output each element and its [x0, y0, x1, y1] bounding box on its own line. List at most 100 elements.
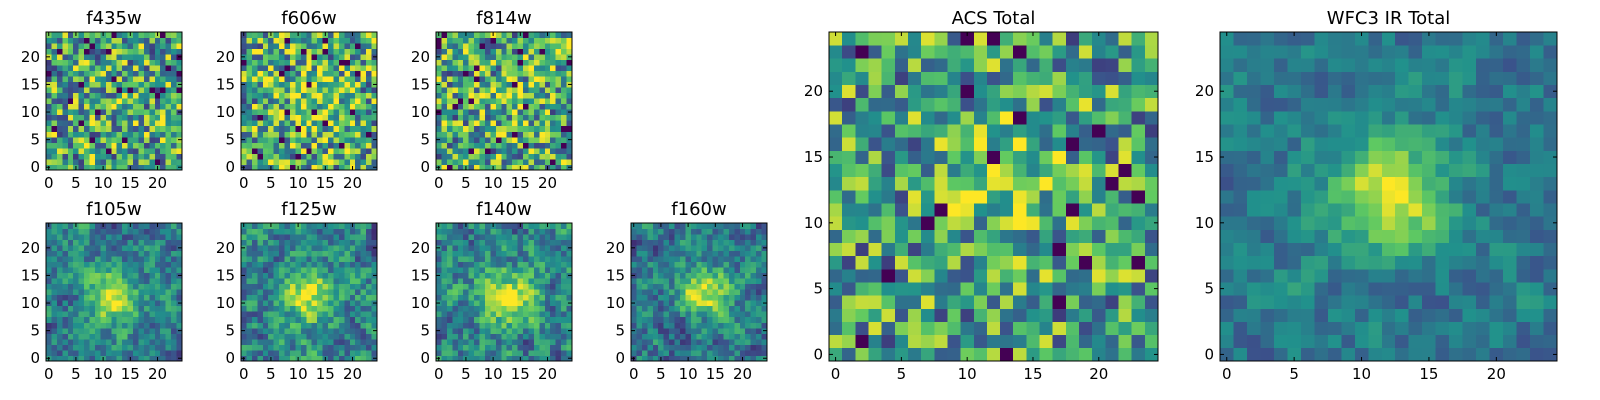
heatmap-cell	[246, 272, 253, 279]
heatmap-cell	[512, 261, 518, 268]
heatmap-cell	[436, 37, 442, 44]
heatmap-cell	[728, 283, 735, 290]
heatmap-cell	[105, 81, 112, 88]
heatmap-cell	[986, 176, 1001, 191]
heatmap-cell	[67, 305, 74, 312]
heatmap-cell	[284, 98, 291, 105]
heatmap-cell	[251, 256, 258, 263]
heatmap-cell	[67, 245, 74, 251]
heatmap-cell	[1026, 308, 1040, 322]
heatmap-cell	[160, 289, 167, 296]
heatmap-cell	[723, 300, 730, 307]
heatmap-cell	[268, 43, 275, 49]
heatmap-cell	[89, 76, 96, 83]
heatmap-cell	[100, 87, 107, 94]
heatmap-cell	[133, 142, 139, 149]
heatmap-cell	[855, 295, 869, 309]
heatmap-cell	[46, 76, 52, 83]
heatmap-cell	[46, 322, 52, 329]
heatmap-cell	[446, 349, 453, 356]
heatmap-cell	[279, 261, 285, 268]
heatmap-cell	[328, 223, 334, 229]
heatmap-cell	[512, 278, 518, 285]
heatmap-cell	[284, 142, 291, 149]
heatmap-cell	[149, 142, 156, 149]
heatmap-cell	[452, 349, 459, 356]
heatmap-cell	[295, 278, 302, 285]
heatmap-cell	[528, 239, 535, 246]
heatmap-cell	[94, 294, 101, 301]
heatmap-cell	[62, 70, 69, 77]
heatmap-cell	[366, 322, 372, 329]
heatmap-cell	[707, 344, 713, 351]
heatmap-cell	[463, 300, 470, 307]
heatmap-cell	[273, 32, 280, 38]
heatmap-cell	[360, 228, 367, 235]
heatmap-cell	[550, 147, 557, 154]
heatmap-cell	[436, 333, 442, 340]
heatmap-cell	[262, 37, 269, 44]
heatmap-cell	[550, 70, 557, 77]
heatmap-cell	[328, 300, 334, 307]
heatmap-cell	[268, 59, 275, 66]
heatmap-cell	[829, 347, 843, 362]
heatmap-cell	[1000, 176, 1014, 191]
heatmap-cell	[284, 239, 291, 246]
heatmap-cell	[479, 81, 486, 88]
heatmap-cell	[690, 261, 697, 268]
heatmap-cell	[947, 216, 961, 230]
heatmap-cell	[685, 234, 692, 240]
heatmap-cell	[84, 70, 90, 77]
heatmap-cell	[868, 321, 883, 336]
heatmap-cell	[761, 338, 768, 345]
heatmap-cell	[46, 267, 52, 274]
heatmap-cell	[1092, 268, 1106, 283]
heatmap-cell	[533, 32, 540, 38]
heatmap-cell	[566, 48, 573, 55]
heatmap-cell	[133, 316, 139, 323]
heatmap-cell	[78, 70, 85, 77]
heatmap-cell	[143, 131, 150, 138]
heatmap-cell	[122, 43, 128, 49]
heatmap-cell	[355, 65, 362, 72]
heatmap-cell	[355, 316, 362, 323]
heatmap-cell	[641, 245, 648, 251]
heatmap-cell	[528, 234, 535, 240]
heatmap-cell	[436, 278, 442, 285]
heatmap-cell	[550, 294, 557, 301]
heatmap-cell	[750, 311, 757, 318]
heatmap-cell	[550, 289, 557, 296]
heatmap-cell	[745, 311, 752, 318]
heatmap-cell	[289, 98, 296, 105]
heatmap-cell	[300, 153, 307, 160]
heatmap-cell	[273, 294, 280, 301]
heatmap-cell	[138, 355, 145, 362]
heatmap-cell	[284, 158, 291, 165]
heatmap-cell	[517, 87, 524, 94]
heatmap-cell	[165, 333, 172, 340]
heatmap-cell	[300, 98, 307, 105]
heatmap-cell	[306, 37, 313, 44]
heatmap-cell	[84, 81, 90, 88]
heatmap-cell	[669, 344, 675, 351]
heatmap-cell	[111, 81, 118, 88]
heatmap-cell	[349, 70, 356, 77]
heatmap-cell	[663, 305, 670, 312]
heatmap-cell	[122, 142, 128, 149]
heatmap-cell	[133, 239, 139, 246]
heatmap-cell	[165, 289, 172, 296]
heatmap-cell	[127, 131, 134, 138]
heatmap-cell	[723, 261, 730, 268]
heatmap-cell	[89, 223, 96, 229]
heatmap-cell	[669, 250, 675, 257]
heatmap-cell	[539, 311, 546, 318]
heatmap-cell	[490, 261, 497, 268]
heatmap-cell	[734, 311, 741, 318]
heatmap-cell	[761, 283, 768, 290]
heatmap-cell	[127, 256, 134, 263]
heatmap-cell	[1144, 216, 1159, 230]
heatmap-cell	[468, 131, 475, 138]
heatmap-cell	[544, 81, 551, 88]
heatmap-cell	[111, 278, 118, 285]
heatmap-cell	[100, 109, 107, 116]
